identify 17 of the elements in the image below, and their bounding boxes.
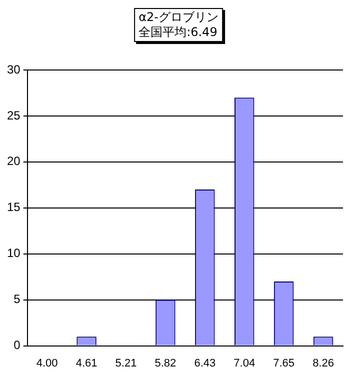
x-tick-label: 7.04 [234, 357, 256, 370]
x-tick-label: 5.82 [154, 357, 176, 370]
chart-title: α2-グロブリン [138, 10, 218, 25]
y-tick-label: 5 [14, 292, 21, 306]
x-tick-label: 6.43 [194, 357, 216, 370]
x-tick-label: 4.61 [76, 357, 98, 370]
y-tick-label: 20 [6, 154, 21, 168]
x-tick-label: 7.65 [273, 357, 295, 370]
chart-subtitle: 全国平均:6.49 [138, 25, 218, 40]
y-tick-label: 15 [6, 200, 21, 214]
x-tick-label: 8.26 [312, 357, 334, 370]
x-tick-label: 5.21 [115, 357, 137, 370]
y-tick-label: 10 [6, 246, 21, 260]
x-tick-label: 4.00 [36, 357, 58, 370]
y-tick-label: 30 [6, 62, 21, 76]
y-tick-label: 25 [6, 108, 21, 122]
y-tick-label: 0 [14, 338, 21, 352]
